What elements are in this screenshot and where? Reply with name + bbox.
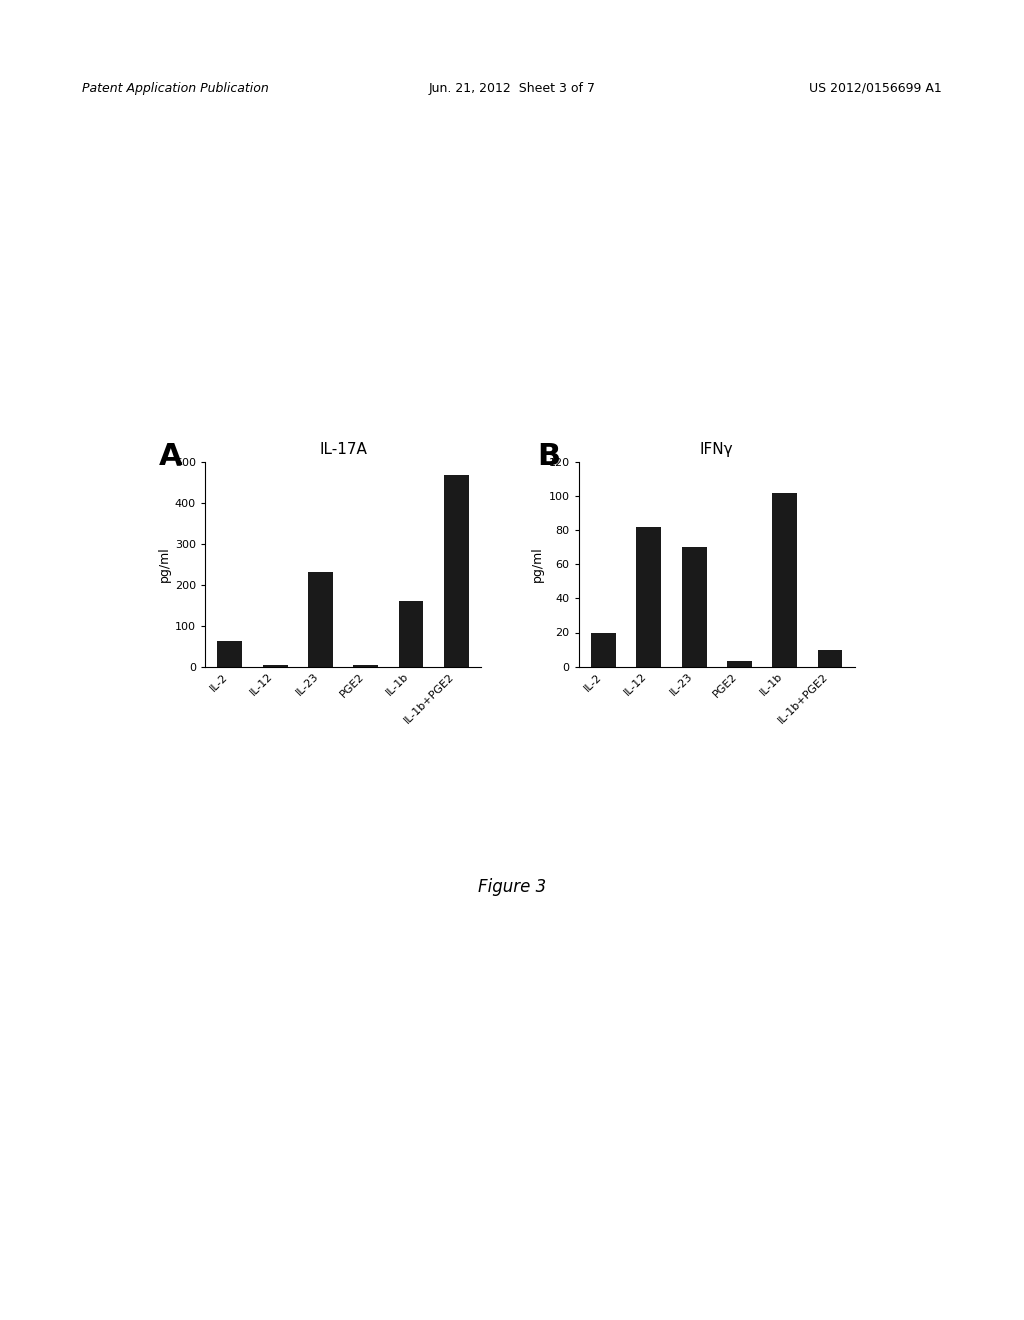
Bar bbox=[817, 649, 843, 667]
Text: A: A bbox=[159, 442, 182, 471]
Bar bbox=[772, 492, 798, 667]
Text: Patent Application Publication: Patent Application Publication bbox=[82, 82, 268, 95]
Title: IFNγ: IFNγ bbox=[700, 442, 733, 457]
Y-axis label: pg/ml: pg/ml bbox=[158, 546, 170, 582]
Bar bbox=[217, 642, 243, 667]
Y-axis label: pg/ml: pg/ml bbox=[531, 546, 544, 582]
Text: Jun. 21, 2012  Sheet 3 of 7: Jun. 21, 2012 Sheet 3 of 7 bbox=[428, 82, 596, 95]
Bar bbox=[262, 664, 288, 667]
Bar bbox=[353, 664, 378, 667]
Bar bbox=[443, 475, 469, 667]
Text: B: B bbox=[538, 442, 561, 471]
Text: US 2012/0156699 A1: US 2012/0156699 A1 bbox=[809, 82, 942, 95]
Title: IL-17A: IL-17A bbox=[319, 442, 367, 457]
Bar bbox=[682, 548, 707, 667]
Bar bbox=[591, 632, 616, 667]
Bar bbox=[636, 527, 662, 667]
Text: Figure 3: Figure 3 bbox=[478, 878, 546, 896]
Bar bbox=[727, 661, 752, 667]
Bar bbox=[308, 572, 333, 667]
Bar bbox=[398, 601, 424, 667]
